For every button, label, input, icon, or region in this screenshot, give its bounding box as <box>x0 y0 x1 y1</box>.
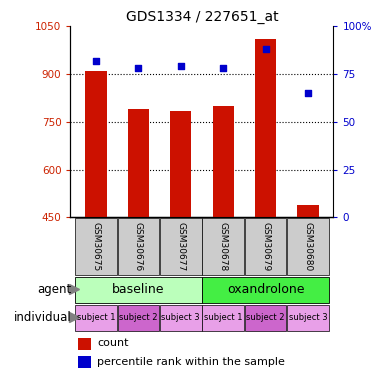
Bar <box>245 218 286 275</box>
Text: subject 2: subject 2 <box>119 313 158 322</box>
Text: GSM30680: GSM30680 <box>303 222 312 271</box>
Bar <box>118 305 159 331</box>
Text: GSM30675: GSM30675 <box>91 222 101 271</box>
Bar <box>297 205 319 218</box>
Bar <box>202 218 244 275</box>
Point <box>263 46 269 52</box>
Bar <box>160 218 202 275</box>
Text: GSM30679: GSM30679 <box>261 222 270 271</box>
Text: subject 1: subject 1 <box>77 313 115 322</box>
Bar <box>85 71 107 217</box>
Bar <box>245 305 286 331</box>
Point <box>220 65 226 71</box>
Point <box>178 63 184 69</box>
Bar <box>118 218 159 275</box>
Bar <box>160 305 202 331</box>
Text: subject 2: subject 2 <box>246 313 285 322</box>
Bar <box>78 338 91 350</box>
Text: subject 3: subject 3 <box>289 313 327 322</box>
Text: baseline: baseline <box>112 283 165 296</box>
Text: individual: individual <box>14 311 71 324</box>
Text: oxandrolone: oxandrolone <box>227 283 304 296</box>
Title: GDS1334 / 227651_at: GDS1334 / 227651_at <box>126 10 278 24</box>
Bar <box>170 111 191 218</box>
Point <box>135 65 141 71</box>
Bar <box>202 305 244 331</box>
Point <box>305 90 311 96</box>
Bar <box>75 305 117 331</box>
Bar <box>75 277 202 303</box>
Bar <box>78 356 91 368</box>
Text: GSM30677: GSM30677 <box>176 222 185 271</box>
Text: percentile rank within the sample: percentile rank within the sample <box>97 357 285 367</box>
Text: subject 3: subject 3 <box>162 313 200 322</box>
Point <box>93 58 99 64</box>
Text: count: count <box>97 339 129 348</box>
Text: GSM30676: GSM30676 <box>134 222 143 271</box>
Bar <box>202 277 329 303</box>
Bar <box>128 109 149 217</box>
Text: agent: agent <box>37 283 71 296</box>
Bar <box>287 305 329 331</box>
Text: subject 1: subject 1 <box>204 313 242 322</box>
Bar <box>213 106 234 218</box>
Text: GSM30678: GSM30678 <box>219 222 227 271</box>
Bar <box>255 39 276 218</box>
Bar <box>287 218 329 275</box>
Bar <box>75 218 117 275</box>
